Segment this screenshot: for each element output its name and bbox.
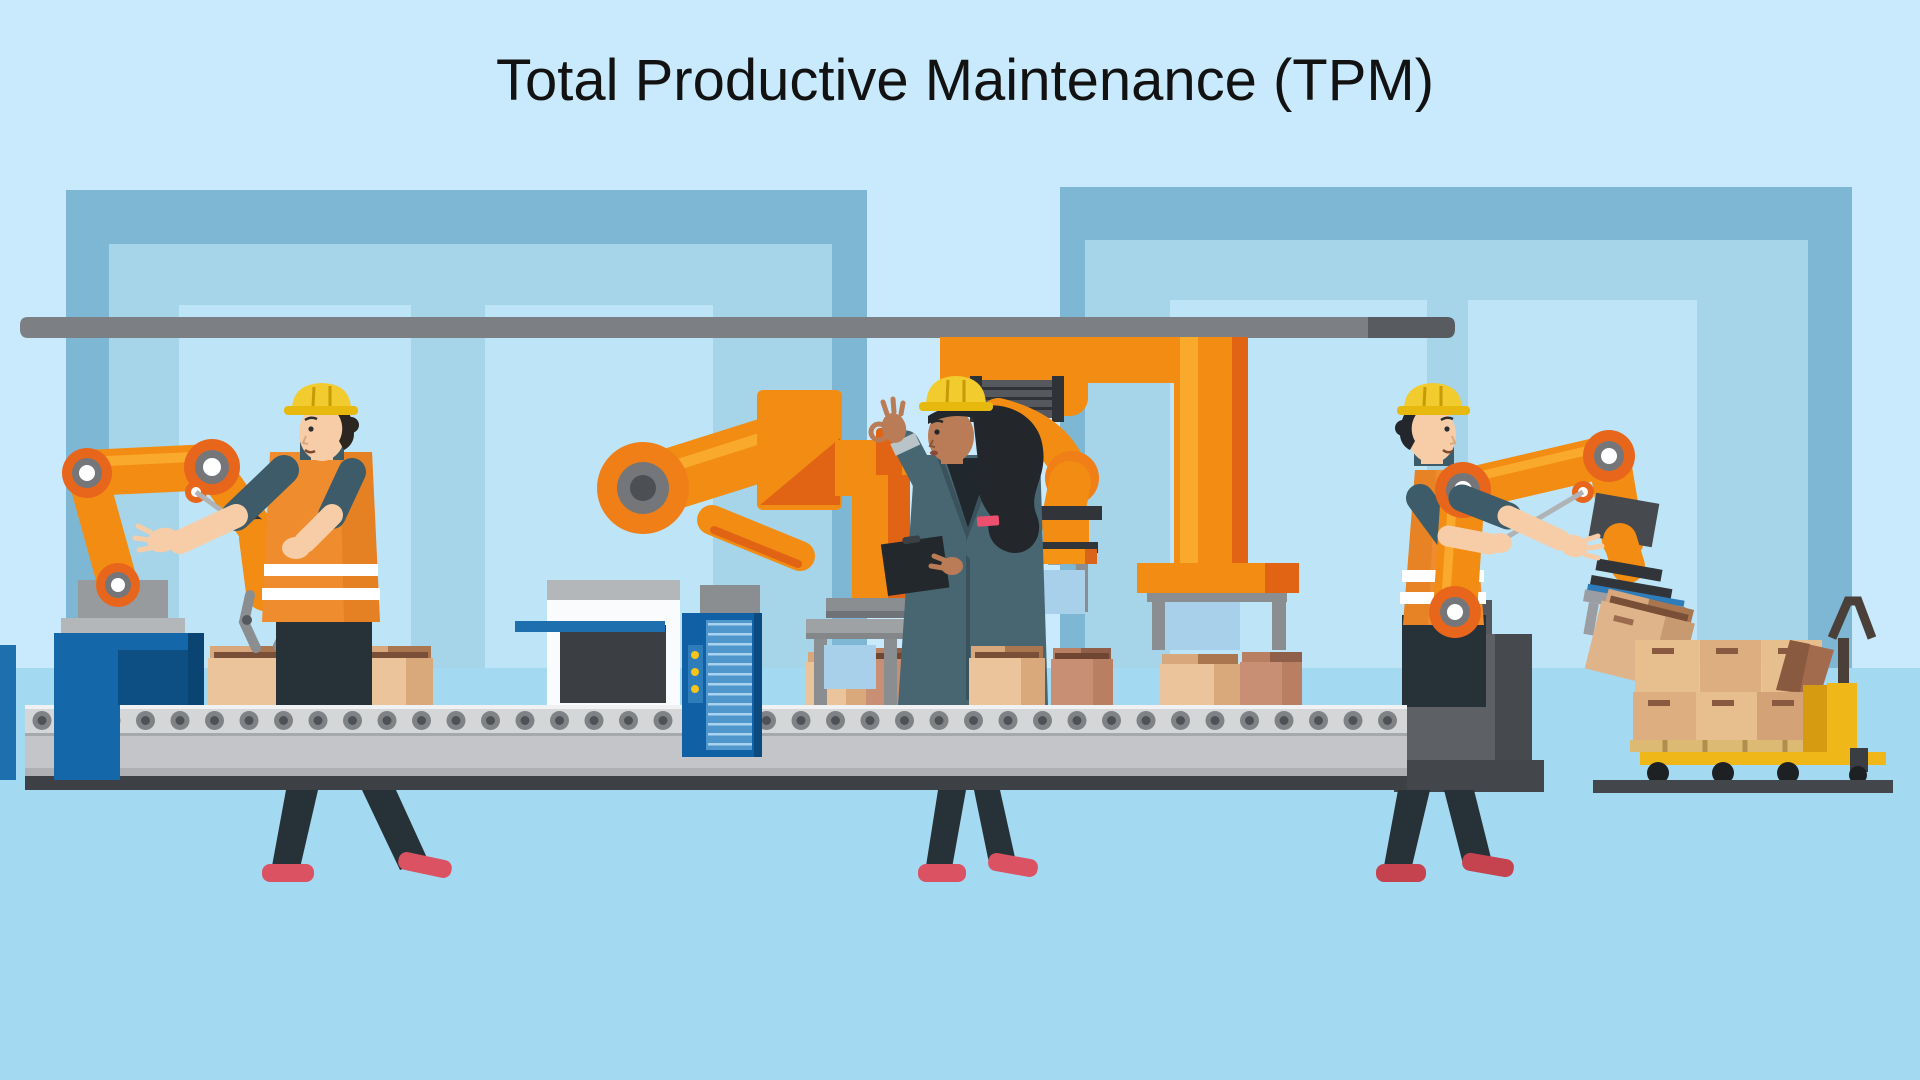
right-worker-arms xyxy=(1437,484,1605,561)
scanner-machine xyxy=(515,580,680,706)
cardboard-boxes-right xyxy=(969,646,1302,708)
press-column xyxy=(940,337,1299,650)
supervisor-woman xyxy=(868,376,1048,705)
left-pedestal-front xyxy=(54,705,120,780)
left-worker xyxy=(132,383,380,706)
page-title: Total Productive Maintenance (TPM) xyxy=(496,48,1434,113)
right-worker-legs xyxy=(1376,790,1514,882)
supervisor-legs xyxy=(918,790,1038,882)
ceiling-beam xyxy=(20,317,1455,338)
pallet-jack xyxy=(1593,596,1893,793)
left-worker-legs xyxy=(262,790,452,882)
control-cabinet xyxy=(682,585,762,757)
